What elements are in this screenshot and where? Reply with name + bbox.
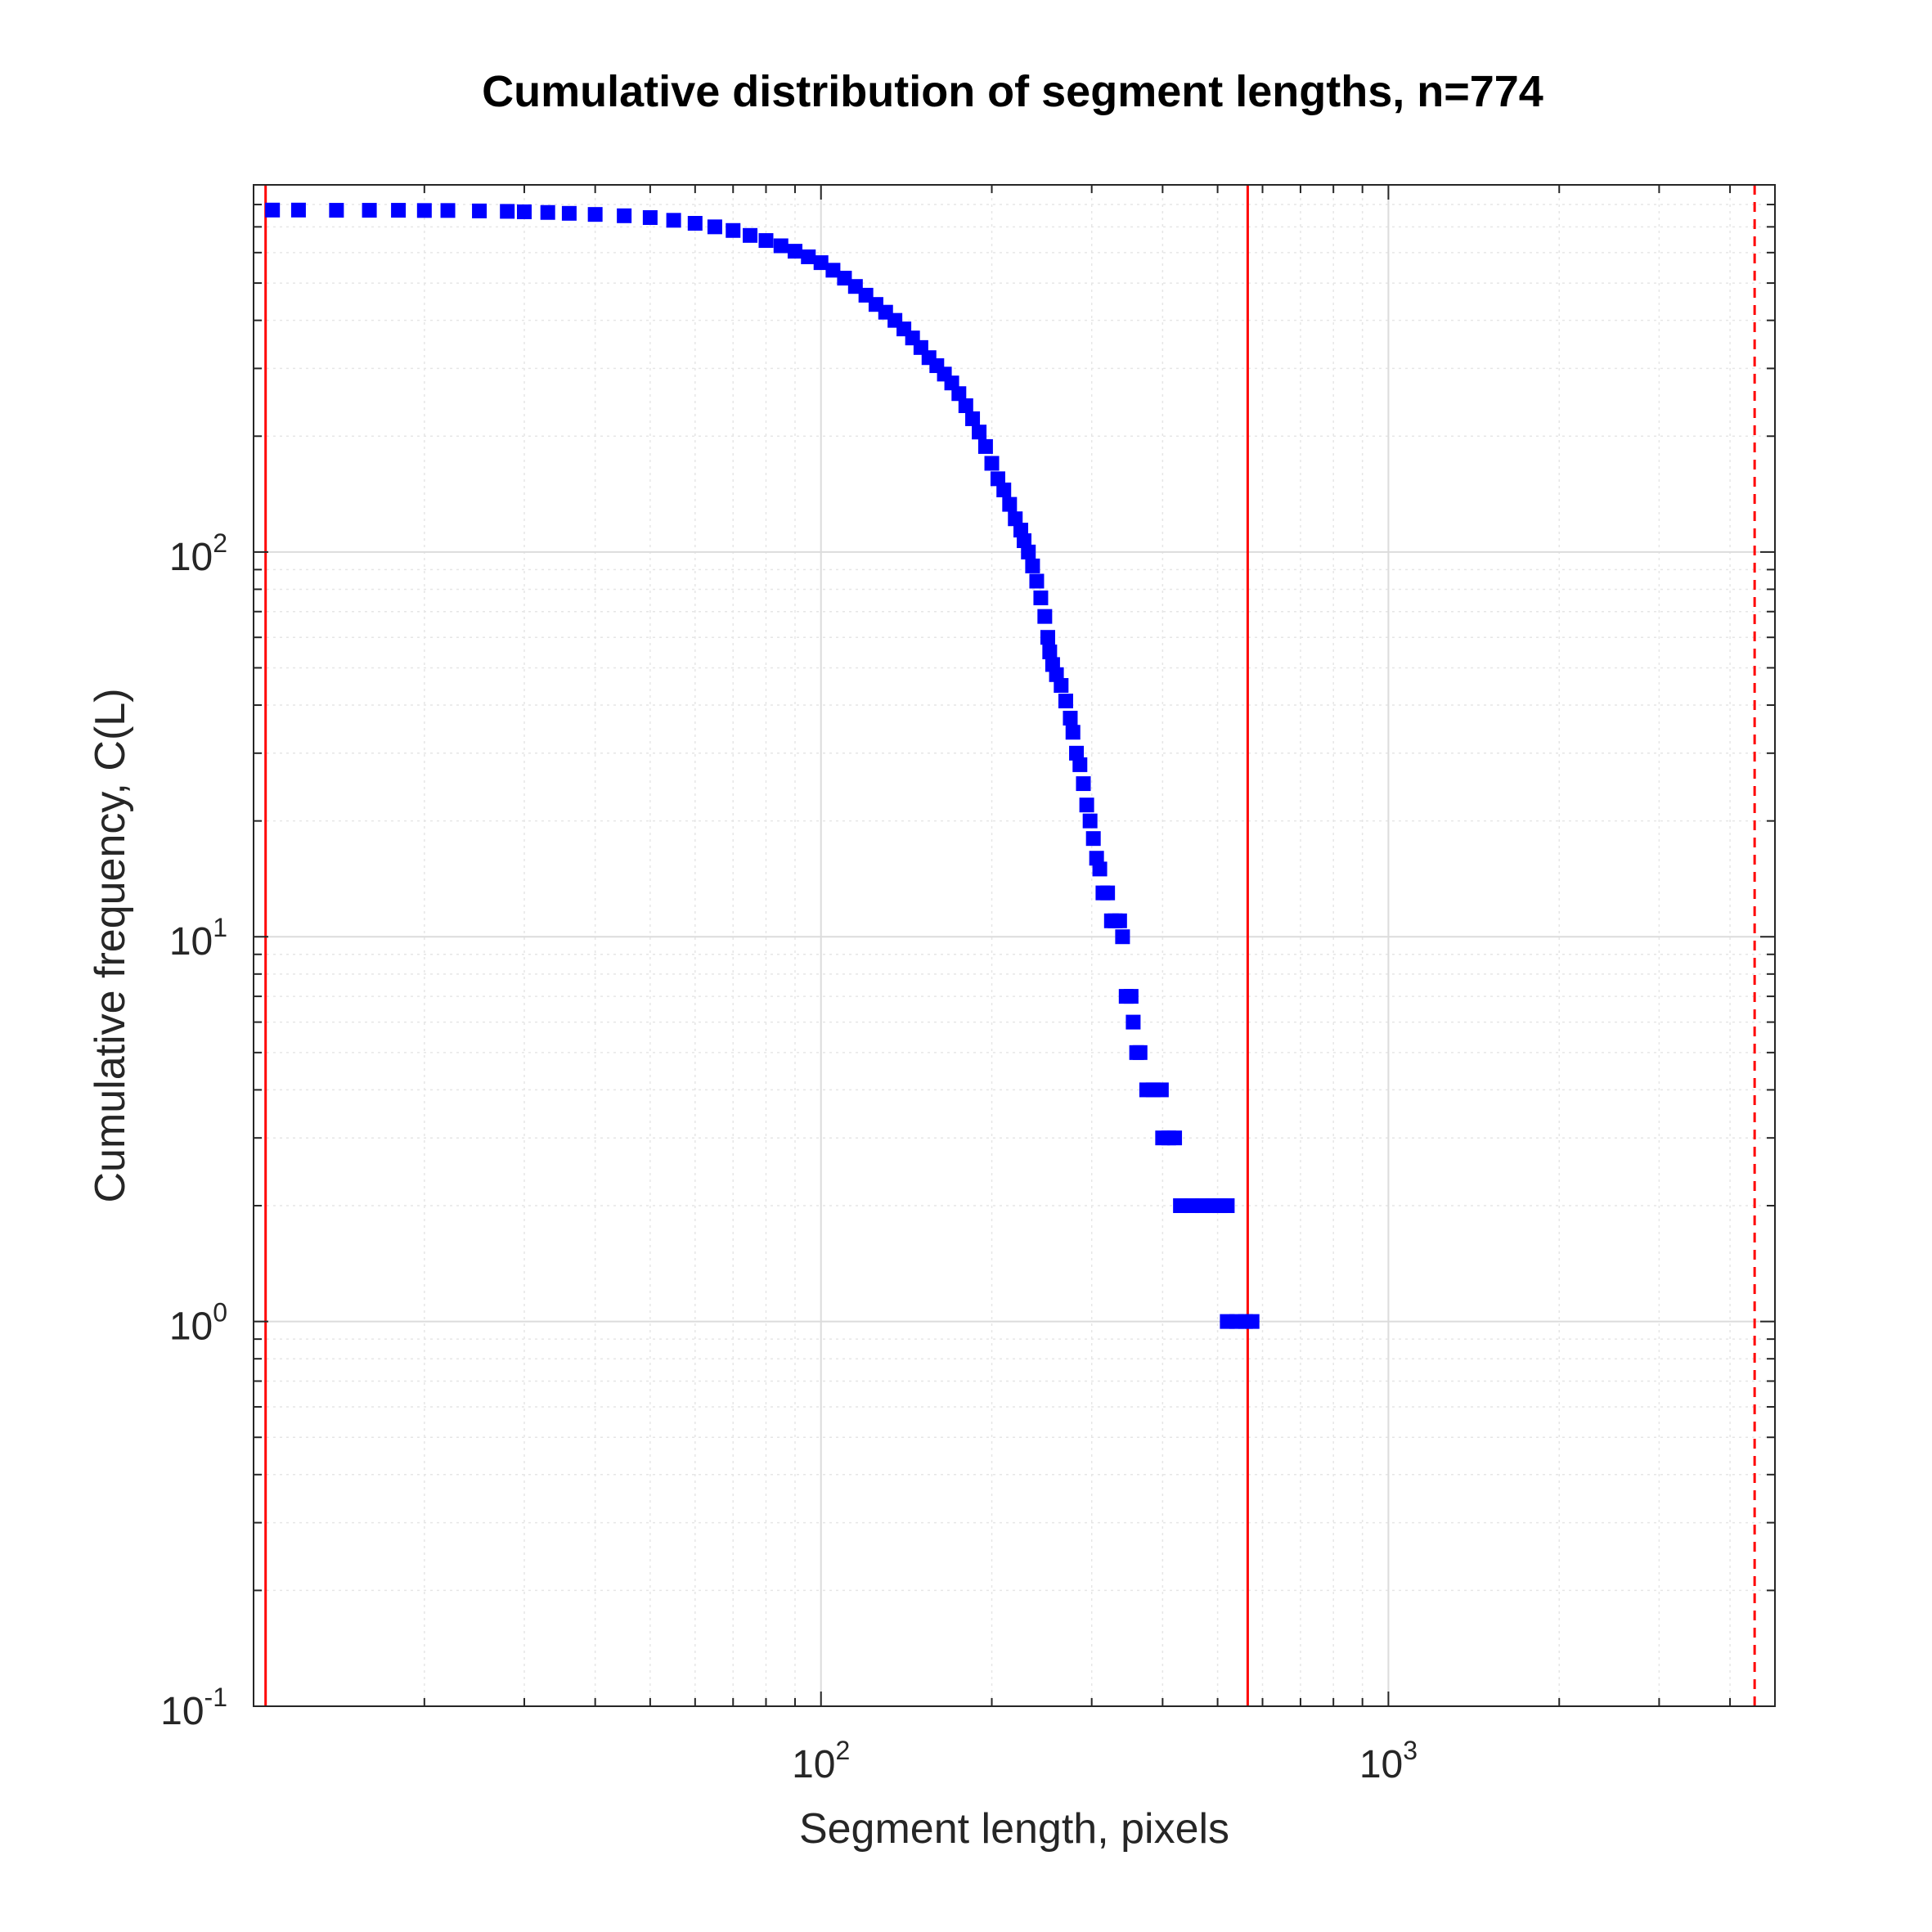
reference-lines <box>264 185 1756 1706</box>
data-point <box>977 438 993 454</box>
chart-title: Cumulative distribution of segment lengt… <box>482 67 1543 116</box>
data-point <box>1072 757 1088 772</box>
y-tick-label: 100 <box>169 1298 227 1349</box>
data-point <box>1042 644 1058 659</box>
data-point <box>1132 1045 1148 1060</box>
data-point <box>965 411 981 426</box>
data-point <box>265 202 281 218</box>
data-point <box>1029 573 1045 589</box>
data-point <box>1153 1082 1169 1098</box>
y-tick-label: 10-1 <box>160 1683 227 1733</box>
data-point <box>540 204 555 220</box>
data-point <box>1082 813 1098 829</box>
tick-base: 10 <box>792 1743 835 1786</box>
x-axis-label: Segment length, pixels <box>799 1805 1229 1853</box>
data-point <box>1065 725 1081 740</box>
data-point <box>1002 496 1018 512</box>
data-point <box>1008 511 1023 527</box>
data-point <box>617 208 632 223</box>
data-point <box>1244 1314 1260 1329</box>
data-point <box>787 244 802 259</box>
data-point <box>1069 745 1085 761</box>
tick-exponent: 2 <box>836 1736 851 1765</box>
data-point <box>1100 885 1116 901</box>
data-point <box>666 213 681 228</box>
data-point <box>990 471 1005 487</box>
data-point <box>1025 558 1040 573</box>
axis-ticks <box>253 184 1775 1707</box>
data-point <box>516 204 532 219</box>
data-point <box>1037 609 1053 624</box>
data-point <box>440 203 456 218</box>
plot-area <box>254 185 1775 1706</box>
data-point <box>1115 929 1130 945</box>
data-point <box>1040 630 1055 645</box>
data-point <box>825 263 841 278</box>
y-tick-label: 102 <box>169 528 227 579</box>
tick-base: 10 <box>169 536 213 579</box>
data-point <box>984 456 1000 471</box>
x-tick-label: 103 <box>1359 1736 1418 1786</box>
data-point <box>472 203 487 218</box>
data-point <box>1167 1130 1183 1146</box>
data-point <box>642 209 658 225</box>
data-point <box>561 205 577 221</box>
data-point <box>951 386 967 402</box>
y-tick-label: 101 <box>169 913 227 964</box>
data-point <box>996 482 1012 497</box>
data-point <box>743 227 758 243</box>
data-point <box>1021 544 1036 559</box>
tick-exponent: 0 <box>213 1298 227 1328</box>
data-point <box>362 203 377 218</box>
data-points <box>265 202 1260 1329</box>
data-point <box>1173 1198 1188 1214</box>
data-point <box>500 204 515 219</box>
data-point <box>587 207 603 222</box>
data-point <box>1079 798 1094 813</box>
tick-exponent: -1 <box>204 1683 227 1712</box>
data-point <box>329 203 344 218</box>
tick-exponent: 3 <box>1403 1736 1418 1765</box>
tick-base: 10 <box>169 920 213 964</box>
x-tick-label: 102 <box>792 1736 850 1786</box>
data-point <box>813 255 829 271</box>
data-point <box>290 202 306 218</box>
data-point <box>391 203 407 218</box>
tick-base: 10 <box>160 1690 204 1733</box>
tick-base: 10 <box>169 1305 213 1349</box>
x-tick-labels: 102 103 <box>792 1736 1418 1786</box>
data-point <box>1054 677 1069 693</box>
tick-base: 10 <box>1359 1743 1403 1786</box>
data-point <box>726 222 741 238</box>
data-point <box>758 233 774 249</box>
data-point <box>1076 776 1091 792</box>
data-point <box>1085 831 1101 847</box>
plot-frame <box>253 184 1776 1707</box>
data-point <box>972 425 987 440</box>
data-point <box>1017 533 1032 549</box>
data-point <box>707 219 722 235</box>
data-point <box>687 216 703 231</box>
data-point <box>1112 913 1127 928</box>
data-point <box>1123 989 1139 1004</box>
data-point <box>1058 693 1073 708</box>
data-point <box>1063 710 1078 726</box>
data-point <box>773 238 789 254</box>
minor-grid <box>254 184 1775 1706</box>
data-point <box>1033 590 1049 605</box>
data-point <box>801 249 816 265</box>
tick-exponent: 1 <box>213 913 227 942</box>
y-axis-label: Cumulative frequency, C(L) <box>87 688 134 1202</box>
tick-exponent: 2 <box>213 528 227 558</box>
data-point <box>1220 1198 1235 1214</box>
data-point <box>958 398 973 414</box>
data-point <box>1092 861 1108 877</box>
data-point <box>1126 1014 1141 1030</box>
data-point <box>416 203 432 218</box>
